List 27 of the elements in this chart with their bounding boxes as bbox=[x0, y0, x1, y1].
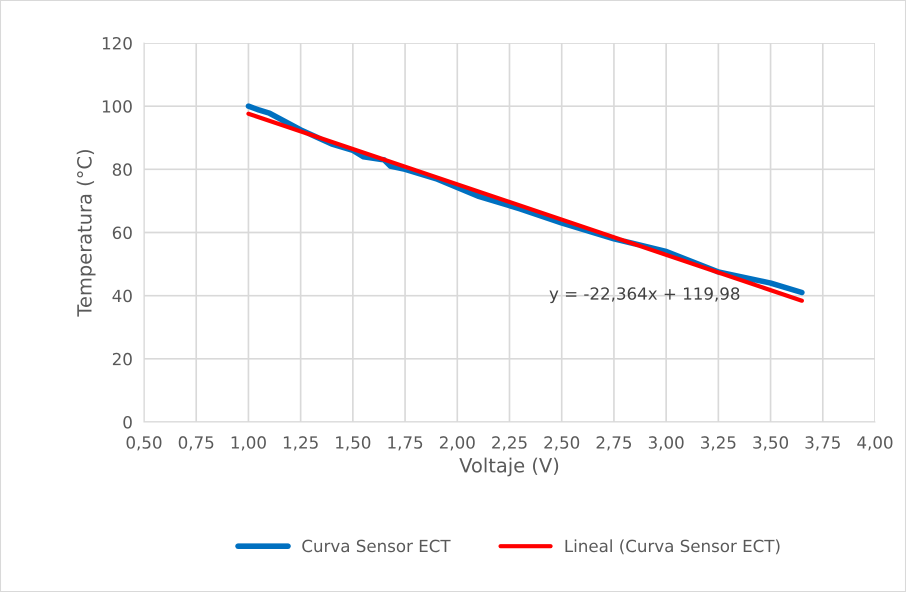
x-axis-title: Voltaje (V) bbox=[459, 458, 558, 476]
x-tick-label: 4,00 bbox=[857, 436, 892, 450]
y-tick-label: 100 bbox=[102, 100, 132, 113]
y-tick-label: 20 bbox=[112, 352, 132, 366]
x-tick-label: 2,75 bbox=[596, 436, 632, 450]
y-tick-label: 0 bbox=[123, 416, 132, 429]
x-tick-label: 3,50 bbox=[753, 436, 788, 450]
y-tick-label: 60 bbox=[112, 226, 132, 240]
x-tick-label: 2,25 bbox=[492, 436, 527, 450]
x-tick-label: 2,50 bbox=[544, 436, 580, 450]
x-tick-label: 0,75 bbox=[178, 436, 214, 450]
x-tick-label: 1,00 bbox=[232, 436, 266, 450]
legend-label: Curva Sensor ECT bbox=[302, 540, 451, 552]
x-tick-label: 1,75 bbox=[388, 436, 422, 450]
y-tick-label: 80 bbox=[112, 163, 132, 176]
x-tick-label: 2,00 bbox=[440, 436, 475, 450]
y-tick-label: 40 bbox=[112, 290, 132, 302]
x-tick-label: 0,50 bbox=[126, 436, 162, 450]
y-tick-label: 120 bbox=[102, 36, 132, 50]
x-tick-label: 3,00 bbox=[648, 436, 684, 450]
annotation: y = -22,364x + 119,98 bbox=[549, 287, 740, 304]
y-axis-title: Temperatura (°C) bbox=[76, 150, 96, 317]
x-tick-label: 3,25 bbox=[701, 436, 736, 450]
x-tick-label: 3,75 bbox=[806, 436, 840, 450]
legend-label: Lineal (Curva Sensor ECT) bbox=[566, 539, 780, 554]
x-tick-label: 1,50 bbox=[336, 436, 370, 450]
x-tick-label: 1,25 bbox=[284, 436, 318, 450]
